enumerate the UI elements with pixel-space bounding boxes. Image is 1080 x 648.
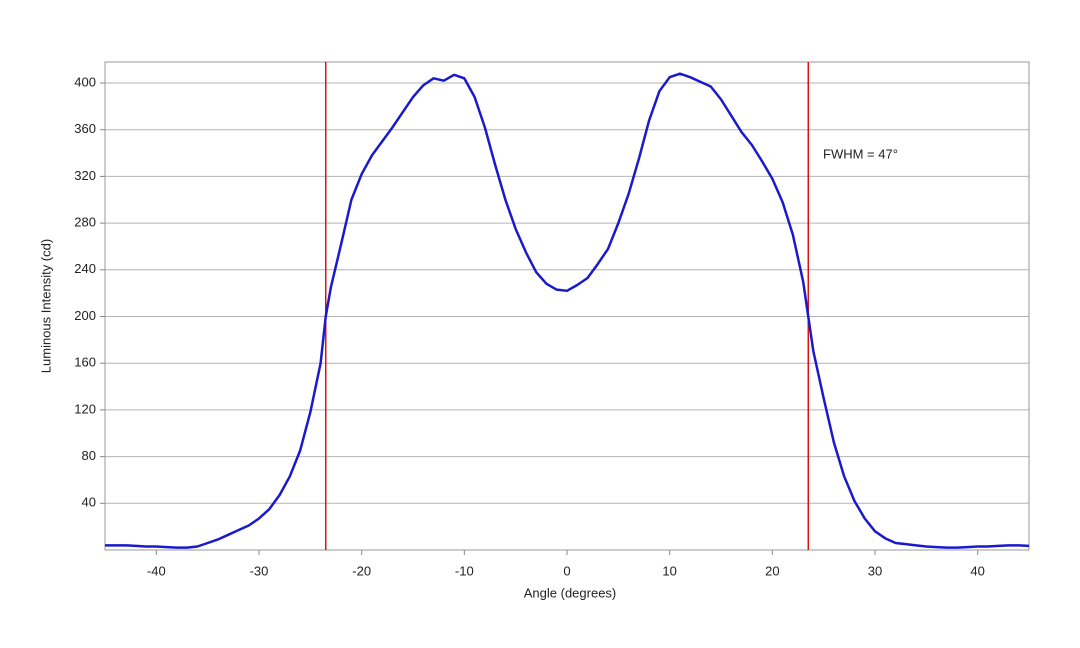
- y-tick-label: 120: [74, 401, 96, 416]
- x-tick-label: 30: [868, 563, 882, 578]
- y-tick-label: 240: [74, 261, 96, 276]
- x-tick-label: -10: [455, 563, 474, 578]
- y-tick-label: 360: [74, 121, 96, 136]
- y-tick-label: 40: [82, 495, 96, 510]
- x-tick-label: 20: [765, 563, 779, 578]
- data-line: [105, 72, 1030, 549]
- plot-frame: [104, 61, 1030, 551]
- x-tick-label: 10: [662, 563, 676, 578]
- x-tick-label: -40: [147, 563, 166, 578]
- y-tick-label: 320: [74, 168, 96, 183]
- x-tick-label: 40: [970, 563, 984, 578]
- annotation: FWHM = 47°: [823, 146, 898, 161]
- y-tick-label: 400: [74, 74, 96, 89]
- x-tick-label: -20: [352, 563, 371, 578]
- x-tick-label: -30: [250, 563, 269, 578]
- y-axis-label: Luminous Intensity (cd): [38, 239, 53, 373]
- y-tick-label: 80: [82, 448, 96, 463]
- y-tick-label: 160: [74, 355, 96, 370]
- x-tick-label: 0: [563, 563, 570, 578]
- y-tick-label: 200: [74, 308, 96, 323]
- x-axis-label: Angle (degrees): [524, 585, 617, 600]
- y-tick-label: 280: [74, 215, 96, 230]
